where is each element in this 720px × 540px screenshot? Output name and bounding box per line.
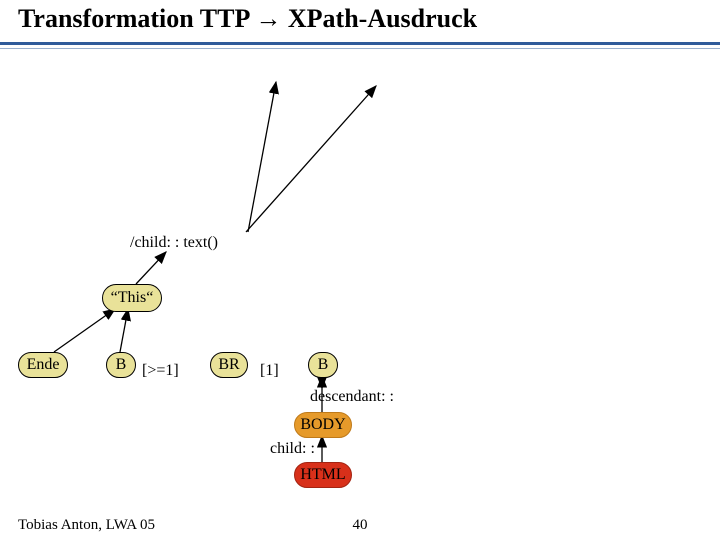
node-this-label: “This“ bbox=[111, 289, 154, 307]
arrow-a-this-ct bbox=[136, 252, 166, 284]
label-idx1: [1] bbox=[260, 362, 279, 380]
label-child-text-txt: /child: : text() bbox=[130, 234, 218, 251]
label-ge1-txt: [>=1] bbox=[142, 362, 179, 379]
node-b1: B bbox=[106, 352, 136, 378]
node-ende-label: Ende bbox=[27, 356, 60, 374]
node-body-label: BODY bbox=[300, 416, 345, 434]
node-ende: Ende bbox=[18, 352, 68, 378]
arrow-a-ende-this bbox=[54, 309, 115, 352]
title-rule-thick bbox=[0, 42, 720, 45]
node-body: BODY bbox=[294, 412, 352, 438]
label-idx1-txt: [1] bbox=[260, 362, 279, 379]
label-child-axis-txt: child: : bbox=[270, 440, 315, 457]
node-html-label: HTML bbox=[300, 466, 345, 484]
node-br: BR bbox=[210, 352, 248, 378]
title-rule-thin bbox=[0, 48, 720, 49]
label-descendant-axis-txt: descendant: : bbox=[310, 388, 394, 405]
label-descendant-axis: descendant: : bbox=[310, 388, 394, 406]
node-br-label: BR bbox=[218, 356, 239, 374]
label-child-text: /child: : text() bbox=[130, 234, 218, 252]
arrow-layer bbox=[0, 0, 720, 540]
arrow-a-ct-up1 bbox=[248, 82, 276, 232]
page-title: Transformation TTP → XPath-Ausdruck bbox=[18, 4, 477, 34]
node-this: “This“ bbox=[102, 284, 162, 312]
arrow-a-ct-up2 bbox=[246, 86, 376, 232]
node-b1-label: B bbox=[116, 356, 127, 374]
footer-page-number: 40 bbox=[0, 517, 720, 534]
node-b2-label: B bbox=[318, 356, 329, 374]
node-b2: B bbox=[308, 352, 338, 378]
label-child-axis: child: : bbox=[270, 440, 315, 458]
arrow-a-b1-this bbox=[120, 309, 128, 352]
node-html: HTML bbox=[294, 462, 352, 488]
label-ge1: [>=1] bbox=[142, 362, 179, 380]
